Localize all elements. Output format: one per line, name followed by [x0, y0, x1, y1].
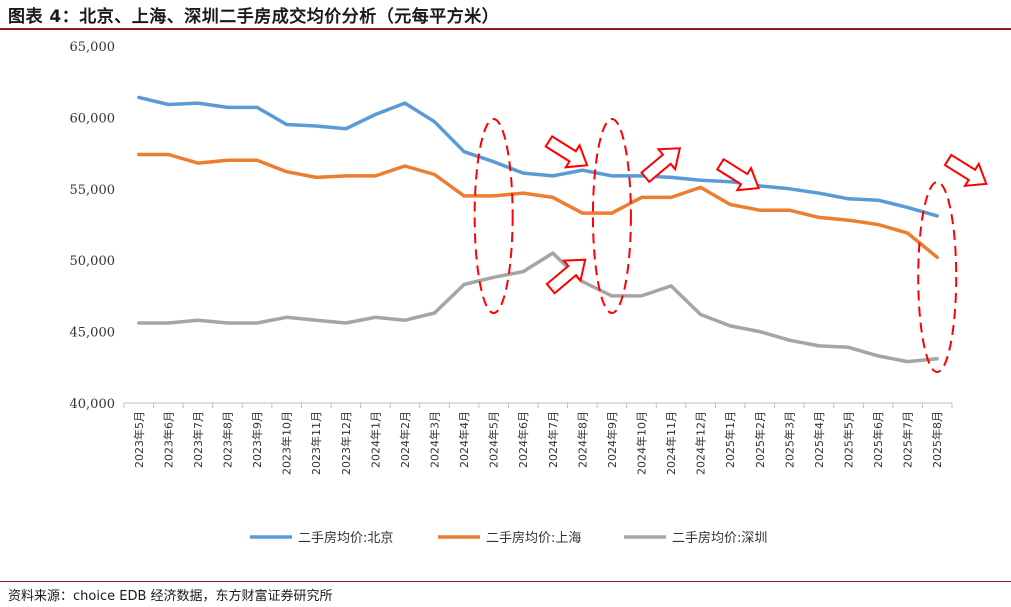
arrow-shape: [544, 134, 589, 169]
x-tick-label: 2023年6月: [161, 411, 175, 468]
y-tick-label: 50,000: [70, 254, 116, 269]
x-tick-label: 2024年10月: [635, 411, 649, 475]
x-tick-label: 2025年7月: [901, 411, 915, 468]
dashed-ellipse-highlight: [473, 118, 514, 314]
trend-arrow: [943, 153, 988, 188]
x-tick-label: 2024年6月: [516, 411, 530, 468]
arrow-shape: [545, 258, 587, 295]
x-tick-label: 2024年8月: [575, 411, 589, 468]
x-tick-label: 2024年2月: [398, 411, 412, 468]
x-tick-label: 2025年5月: [842, 411, 856, 468]
x-tick-label: 2023年7月: [191, 411, 205, 468]
x-tick-label: 2023年10月: [280, 411, 294, 475]
x-tick-label: 2024年5月: [487, 411, 501, 468]
x-tick-label: 2023年12月: [339, 411, 353, 475]
series-line: [137, 152, 939, 260]
x-tick-label: 2023年5月: [132, 411, 146, 468]
x-tick-label: 2025年3月: [782, 411, 796, 468]
x-tick-label: 2024年4月: [457, 411, 471, 468]
chart-title: 图表 4：北京、上海、深圳二手房成交均价分析（元每平方米）: [8, 7, 500, 27]
x-tick-label: 2025年6月: [871, 411, 885, 468]
x-tick-label: 2024年7月: [546, 411, 560, 468]
x-tick-label: 2023年8月: [221, 411, 235, 468]
source-note: 资料来源：choice EDB 经济数据，东方财富证券研究所: [8, 589, 333, 604]
x-tick-label: 2025年2月: [753, 411, 767, 468]
series-lines: [137, 95, 939, 364]
x-tick-label: 2024年1月: [368, 411, 382, 468]
source-divider: [0, 581, 1011, 582]
arrow-shape: [715, 157, 760, 192]
y-tick-label: 60,000: [70, 111, 116, 126]
y-tick-label: 65,000: [70, 40, 116, 55]
trend-arrow: [715, 157, 760, 192]
x-axis: 2023年5月 2023年6月 2023年7月 2023年8月 2023年9月 2023年…: [123, 402, 953, 475]
trend-arrow: [545, 258, 587, 295]
y-tick-label: 45,000: [70, 326, 116, 341]
x-tick-label: 2024年12月: [694, 411, 708, 475]
x-tick-label: 2025年8月: [930, 411, 944, 468]
trend-arrow: [640, 147, 682, 184]
legend: 二手房均价:北京 二手房均价:上海 二手房均价:深圳: [250, 530, 767, 546]
x-tick-label: 2024年11月: [664, 411, 678, 475]
series-line: [137, 95, 939, 218]
x-tick-label: 2023年9月: [250, 411, 264, 468]
series-line: [137, 251, 939, 364]
x-tick-label: 2025年1月: [723, 411, 737, 468]
x-tick-label: 2025年4月: [812, 411, 826, 468]
x-tick-label: 2024年3月: [428, 411, 442, 468]
y-tick-label: 40,000: [70, 397, 116, 412]
legend-label: 二手房均价:上海: [486, 530, 581, 546]
x-tick-label: 2024年9月: [605, 411, 619, 468]
y-axis: 40,000 45,000 50,000 55,000 60,000 65,000: [70, 40, 116, 412]
x-tick-label: 2023年11月: [309, 411, 323, 475]
y-tick-label: 55,000: [70, 183, 116, 198]
annotations: [473, 118, 988, 373]
dashed-ellipse-highlight: [917, 181, 958, 373]
trend-arrow: [544, 134, 589, 169]
legend-label: 二手房均价:北京: [298, 530, 393, 546]
arrow-shape: [943, 153, 988, 188]
legend-label: 二手房均价:深圳: [672, 530, 767, 546]
title-divider: [0, 28, 1011, 30]
dashed-ellipse-highlight: [591, 118, 632, 314]
arrow-shape: [640, 147, 682, 184]
